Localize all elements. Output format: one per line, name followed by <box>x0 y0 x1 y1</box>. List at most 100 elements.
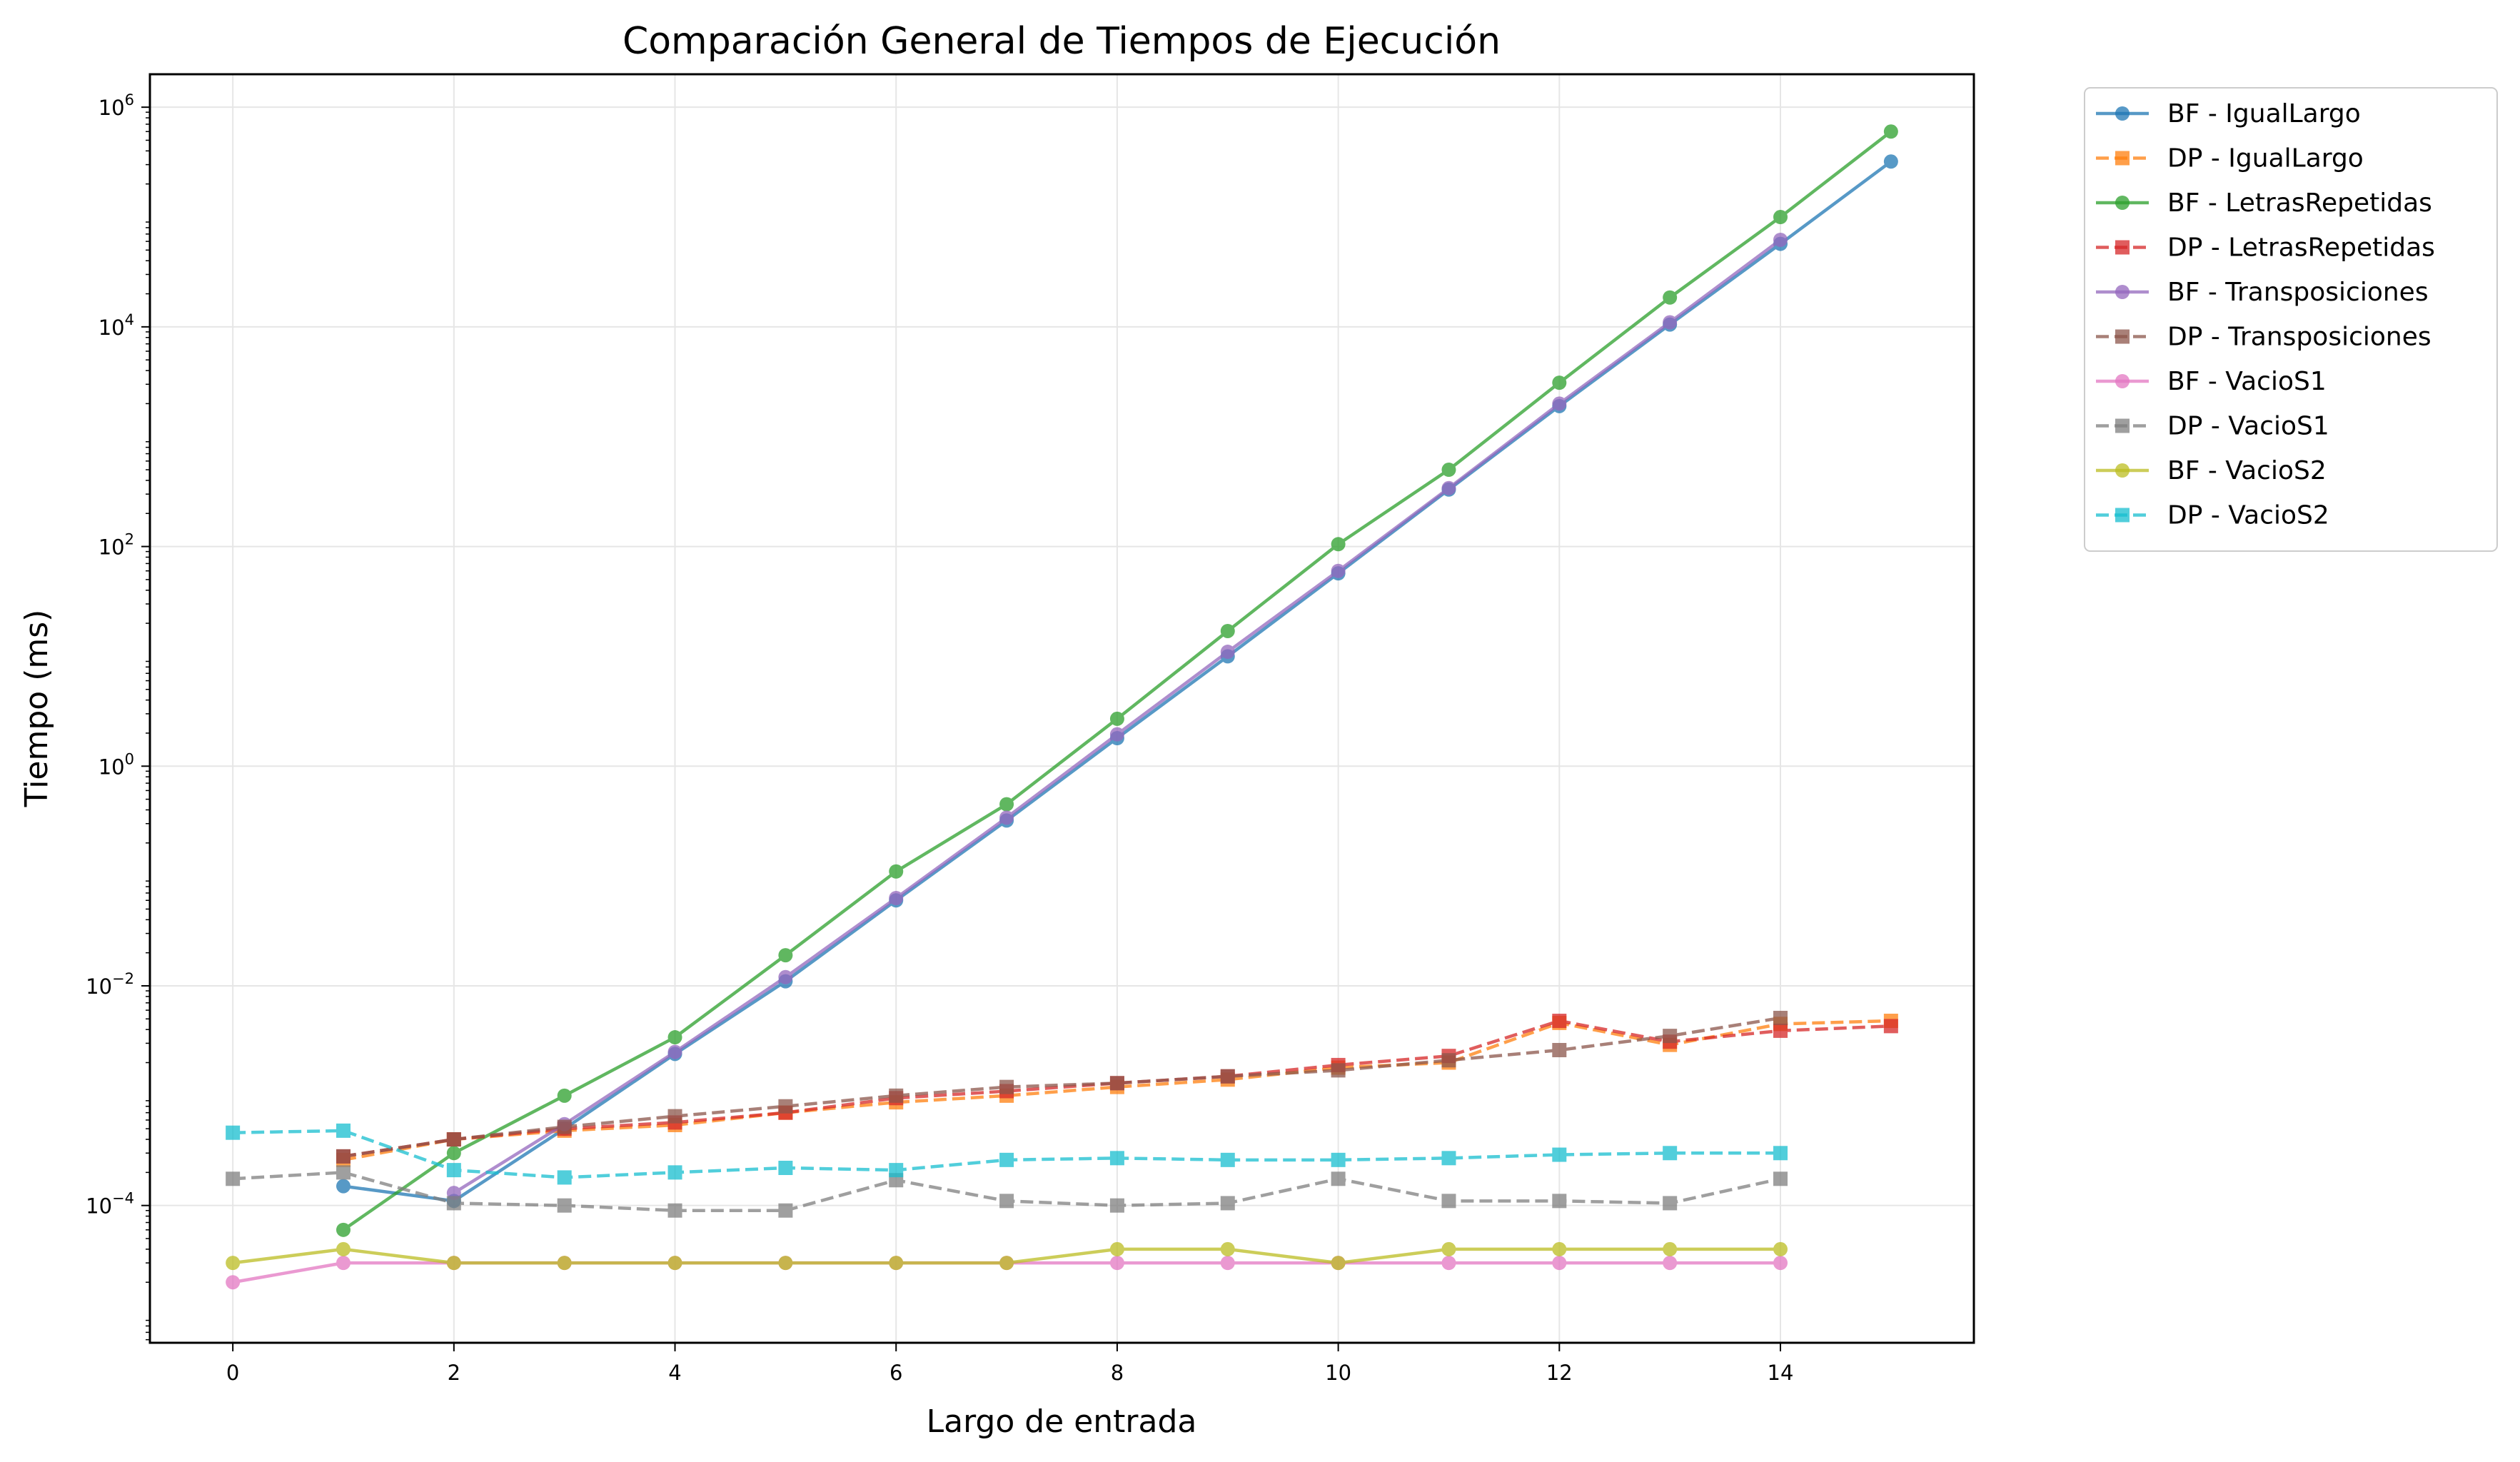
data-point <box>1884 154 1898 168</box>
data-point <box>1663 315 1677 329</box>
data-point <box>1221 1069 1235 1084</box>
data-point <box>447 1146 461 1160</box>
data-point <box>1110 1076 1124 1090</box>
data-point <box>1441 481 1456 495</box>
data-point <box>1552 1014 1566 1028</box>
data-point <box>1110 1199 1124 1213</box>
data-point <box>668 1109 682 1124</box>
data-point <box>1663 1196 1677 1210</box>
data-point <box>889 864 903 879</box>
data-point <box>1773 233 1788 247</box>
legend-label: DP - VacioS2 <box>2167 501 2329 530</box>
data-point <box>1331 537 1346 551</box>
data-point <box>668 1045 682 1059</box>
data-point <box>336 1124 351 1138</box>
y-tick-label: 10−4 <box>86 1190 134 1219</box>
data-point <box>1221 1256 1235 1270</box>
legend-marker <box>2115 285 2130 299</box>
data-point <box>447 1132 461 1146</box>
data-point <box>1110 1256 1124 1270</box>
y-axis-label: Tiempo (ms) <box>19 610 55 808</box>
legend-marker <box>2115 508 2130 523</box>
legend-label: BF - VacioS1 <box>2167 367 2327 396</box>
data-point <box>1552 1148 1566 1162</box>
data-point <box>1331 1171 1346 1186</box>
data-point <box>1441 1194 1456 1208</box>
legend-marker <box>2115 419 2130 433</box>
data-point <box>558 1199 572 1213</box>
data-point <box>447 1163 461 1177</box>
chart-title: Comparación General de Tiempos de Ejecuc… <box>623 20 1501 63</box>
data-point <box>778 970 792 984</box>
legend-marker <box>2115 106 2130 121</box>
series-layer <box>226 124 1898 1289</box>
legend-label: BF - VacioS2 <box>2167 456 2327 485</box>
data-point <box>1663 291 1677 305</box>
data-point <box>336 1149 351 1164</box>
data-point <box>558 1089 572 1103</box>
data-point <box>1884 1019 1898 1033</box>
data-point <box>889 1089 903 1103</box>
x-tick-label: 2 <box>448 1361 460 1385</box>
data-point <box>668 1204 682 1218</box>
data-point <box>447 1196 461 1210</box>
legend-label: BF - IgualLargo <box>2167 99 2361 128</box>
x-axis-label: Largo de entrada <box>927 1403 1197 1440</box>
data-point <box>889 1163 903 1177</box>
data-point <box>1221 624 1235 638</box>
data-point <box>558 1170 572 1184</box>
data-point <box>1663 1146 1677 1160</box>
data-point <box>1773 1146 1788 1160</box>
data-point <box>778 1204 792 1218</box>
data-point <box>336 1242 351 1256</box>
data-point <box>1331 1063 1346 1077</box>
data-point <box>999 1194 1014 1208</box>
legend-label: DP - Transposiciones <box>2167 323 2431 352</box>
legend-label: DP - IgualLargo <box>2167 144 2364 173</box>
data-point <box>1773 1171 1788 1186</box>
data-point <box>778 948 792 962</box>
data-point <box>1441 1151 1456 1165</box>
legend-marker <box>2115 151 2130 166</box>
data-point <box>1221 645 1235 659</box>
data-point <box>1221 1242 1235 1256</box>
legend-label: BF - Transposiciones <box>2167 278 2429 307</box>
legend-marker <box>2115 463 2130 478</box>
data-point <box>336 1223 351 1237</box>
data-point <box>226 1126 240 1140</box>
x-tick-label: 10 <box>1325 1361 1351 1385</box>
data-point <box>668 1256 682 1270</box>
legend: BF - IgualLargo DP - IgualLargo BF - Letra… <box>2085 88 2497 551</box>
data-point <box>1331 1153 1346 1167</box>
data-point <box>999 810 1014 825</box>
data-point <box>999 1153 1014 1167</box>
legend-marker <box>2115 374 2130 388</box>
data-point <box>558 1120 572 1134</box>
data-point <box>1773 1024 1788 1038</box>
data-point <box>558 1256 572 1270</box>
data-point <box>668 1165 682 1179</box>
data-point <box>1884 124 1898 138</box>
data-point <box>999 1256 1014 1270</box>
data-point <box>1221 1153 1235 1167</box>
data-point <box>226 1171 240 1186</box>
x-tick-label: 8 <box>1111 1361 1124 1385</box>
data-point <box>1110 712 1124 726</box>
x-tick-label: 4 <box>668 1361 681 1385</box>
legend-label: DP - LetrasRepetidas <box>2167 233 2435 263</box>
data-point <box>778 1099 792 1114</box>
data-point <box>1110 1242 1124 1256</box>
data-point <box>1331 1256 1346 1270</box>
data-point <box>1773 1256 1788 1270</box>
y-tick-label: 102 <box>99 531 134 560</box>
y-tick-label: 10−2 <box>86 970 134 999</box>
data-point <box>1331 564 1346 578</box>
data-point <box>226 1256 240 1270</box>
legend-marker <box>2115 241 2130 255</box>
data-point <box>1773 210 1788 224</box>
x-tick-label: 12 <box>1546 1361 1573 1385</box>
data-point <box>1773 1242 1788 1256</box>
data-point <box>1552 1194 1566 1208</box>
legend-label: BF - LetrasRepetidas <box>2167 188 2432 218</box>
